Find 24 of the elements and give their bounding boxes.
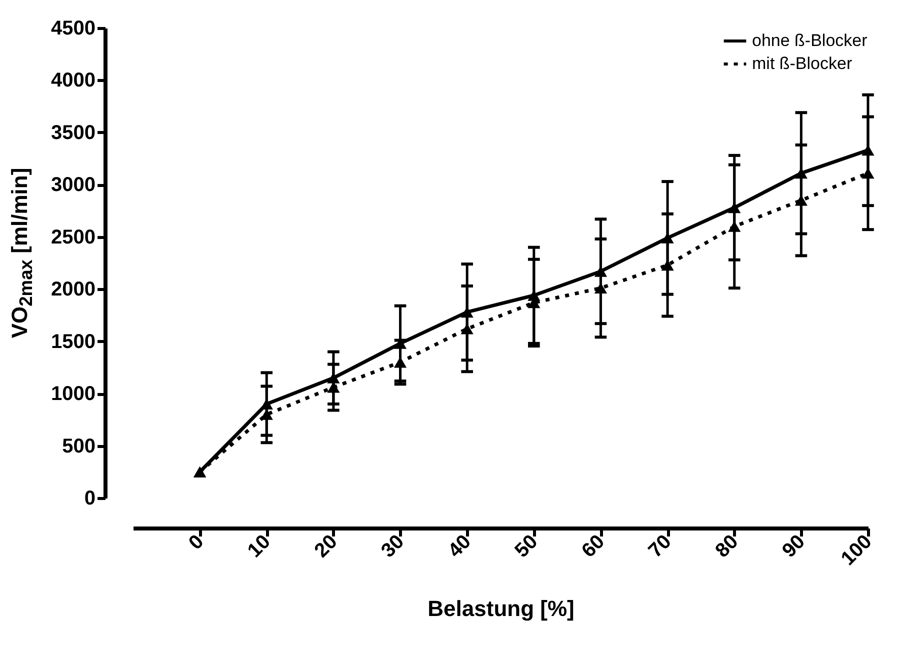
x-tick-label: 40	[444, 530, 476, 562]
x-tick-label: 100	[837, 530, 876, 570]
y-tick-label: 4500	[51, 18, 96, 40]
y-tick-label: 3500	[51, 122, 96, 144]
x-tick-label: 0	[184, 530, 208, 554]
legend-label: ohne ß-Blocker	[752, 31, 868, 50]
y-tick-label: 2500	[51, 226, 96, 248]
x-tick-label: 80	[711, 530, 743, 562]
y-tick-label: 1500	[51, 330, 96, 353]
y-tick-label: 500	[62, 435, 96, 458]
x-tick-label: 70	[644, 530, 676, 562]
x-tick-label: 20	[310, 530, 342, 562]
x-tick-label: 10	[244, 530, 275, 562]
x-tick-label: 50	[510, 530, 542, 562]
x-tick-label: 30	[377, 530, 409, 562]
y-tick-label: 4000	[51, 70, 96, 92]
y-tick-label: 0	[84, 488, 96, 510]
y-tick-label: 1000	[51, 383, 96, 406]
y-tick-label: 2000	[51, 278, 96, 301]
y-tick-label: 3000	[51, 174, 96, 196]
x-tick-label: 60	[578, 530, 610, 562]
x-axis-title: Belastung [%]	[428, 596, 574, 622]
legend-label: mit ß-Blocker	[752, 54, 852, 73]
x-tick-label: 90	[778, 530, 810, 562]
